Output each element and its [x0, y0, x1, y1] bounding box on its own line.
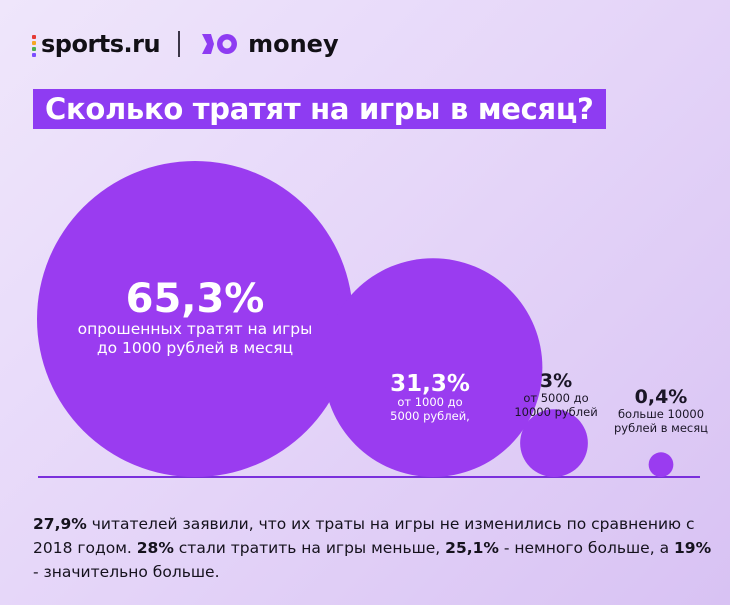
footer-text-2: стали тратить на игры меньше, [173, 539, 446, 557]
yoomoney-logo: money [200, 30, 339, 58]
logo-dot-1 [32, 34, 36, 39]
footer-text-1: читателей заявили, что их траты на игры … [33, 515, 695, 557]
bubble-desc-1-line2: до 1000 рублей в месяц [96, 338, 294, 357]
bubble-4 [648, 452, 674, 477]
logo-dot-3 [32, 46, 36, 51]
yoomoney-icon [202, 34, 238, 54]
bubble-1 [37, 161, 353, 477]
logo-divider [178, 31, 181, 57]
bubble-2 [323, 258, 543, 477]
footer-text: 27,9% читателей заявили, что их траты на… [33, 512, 713, 584]
bubble-label-3: 3% от 5000 до 10000 рублей [501, 370, 611, 420]
bubble-value-1: 65,3% [125, 276, 265, 322]
yoomoney-logo-text: money [248, 30, 339, 58]
footer-stat-4: 19% [674, 539, 712, 557]
sports-logo-text: sports.ru [41, 30, 161, 58]
bubble-label-4: 0,4% больше 10000 рублей в месяц [606, 386, 716, 436]
logo-dot-4 [32, 52, 36, 57]
bubble-value-3: 3% [539, 370, 573, 392]
bubble-value-4: 0,4% [634, 386, 688, 408]
bubble-desc-3-line2: 10000 рублей [514, 404, 598, 419]
footer-stat-1: 27,9% [33, 515, 87, 533]
bubble-3 [520, 409, 588, 477]
footer-stat-2: 28% [136, 539, 174, 557]
footer-text-4: - значительно больше. [33, 563, 220, 581]
footer-stat-3: 25,1% [445, 539, 499, 557]
bubble-desc-4-line1: больше 10000 [617, 406, 705, 421]
sports-logo-dots [32, 34, 36, 57]
page-title: Сколько тратят на игры в месяц? [33, 89, 606, 129]
bubble-desc-1-line1: опрошенных тратят на игры [77, 320, 313, 338]
bubble-label-2: 31,3% от 1000 до 5000 рублей, [370, 372, 490, 424]
bubble-value-2: 31,3% [390, 371, 470, 397]
bubble-desc-2-line2: 5000 рублей, [390, 408, 470, 423]
bubble-desc-3-line1: от 5000 до [523, 390, 589, 405]
bubble-desc-4-line2: рублей в месяц [613, 420, 708, 435]
bubble-desc-2-line1: от 1000 до [397, 395, 463, 410]
footer-text-3: - немного больше, а [498, 539, 675, 557]
bubble-label-1: 65,3% опрошенных тратят на игры до 1000 ру… [45, 278, 345, 357]
logo-bar: sports.ru money [32, 30, 339, 58]
logo-dot-2 [32, 40, 36, 45]
